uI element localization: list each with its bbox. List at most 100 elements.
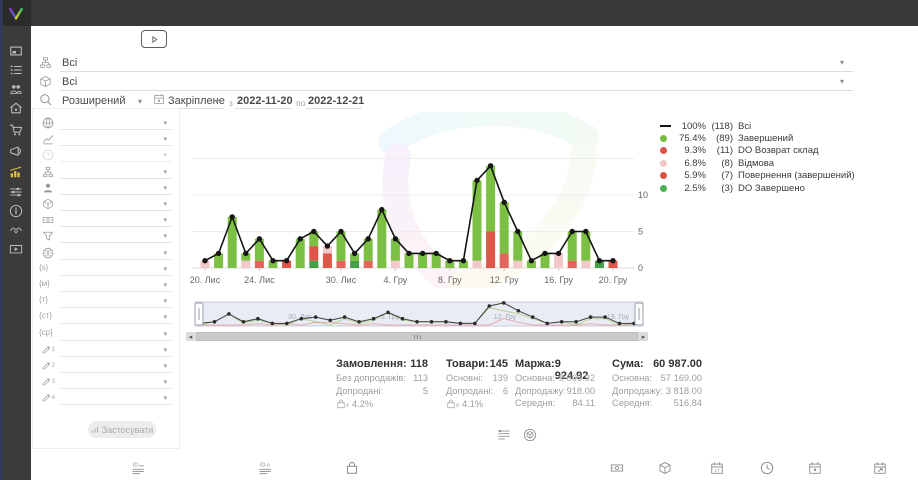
svg-text:8. Гру: 8. Гру — [438, 275, 462, 285]
sidebar-item-analytics-icon[interactable] — [0, 163, 31, 181]
ido-lines-icon[interactable]: ID-o — [259, 461, 273, 475]
legend-percent: 9.3% — [684, 145, 706, 157]
period-mode-select[interactable]: Закріплене — [168, 95, 225, 107]
stat-subvalue: 113 — [413, 373, 428, 383]
sidebar-item-orders-icon[interactable] — [0, 61, 31, 79]
filter-funnel-select[interactable]: ▾ — [33, 228, 179, 244]
products-view-toggle-icon[interactable] — [523, 428, 537, 442]
filter-m-select[interactable]: {м} ▾ — [33, 277, 179, 293]
stat-sublabel: Без допродажів: — [336, 373, 407, 383]
legend-percent: 5.9% — [684, 170, 706, 182]
sidebar-item-info-icon[interactable] — [0, 202, 31, 220]
product-filter-chevron-down-icon[interactable]: ▾ — [840, 77, 845, 86]
globe-grid-icon — [41, 246, 55, 260]
stat-subvalue: 57 169.00 — [660, 373, 702, 383]
bag-icon[interactable] — [345, 461, 359, 475]
scrollbar-thumb[interactable] — [196, 332, 638, 341]
cube-icon — [41, 197, 55, 211]
svg-text:17: 17 — [715, 468, 720, 473]
sidebar-item-clients-icon[interactable] — [0, 80, 31, 98]
scroll-right-icon[interactable]: ▸ — [641, 333, 646, 341]
sidebar-item-video-icon[interactable] — [0, 240, 31, 258]
sidebar-item-dashboard-icon[interactable] — [0, 42, 31, 60]
stat-label: Товари: — [446, 358, 489, 370]
filter-sr-select[interactable]: {ср} ▾ — [33, 326, 179, 342]
sidebar-item-company-icon[interactable] — [0, 99, 31, 117]
svg-text:20. Гру: 20. Гру — [599, 275, 628, 285]
legend-count: (118) — [711, 120, 733, 132]
filter-payment-select[interactable]: ▾ — [33, 212, 179, 228]
token-t-icon: {т} — [39, 295, 49, 305]
sidebar-item-settings-icon[interactable] — [0, 183, 31, 201]
upsell-percent: 4.1% — [462, 399, 484, 409]
filter-t-select[interactable]: {т} ▾ — [33, 293, 179, 309]
search-mode-chevron-down-icon[interactable]: ▾ — [138, 97, 143, 106]
legend-count: (3) — [721, 182, 733, 194]
orders-chart[interactable]: 0 5 10 20. Лис 24. Лис 30. Лис 4. Гру 8. Гру 12.… — [186, 112, 648, 288]
period-mode-chevron-down-icon[interactable]: ▾ — [215, 97, 220, 106]
brand-logo[interactable] — [0, 0, 31, 26]
sidebar-item-marketing-icon[interactable] — [0, 142, 31, 160]
calendar-date-icon[interactable]: 17 — [710, 461, 724, 475]
pencil-icon: 1 — [41, 343, 55, 357]
filter-underline — [61, 242, 171, 244]
search-mode-select[interactable]: Розширений — [62, 95, 126, 107]
filter-custom2-select[interactable]: 2 ▾ — [33, 358, 179, 374]
date-to-input[interactable]: 2022-12-21 — [308, 95, 365, 107]
stat-label: Сума: — [612, 358, 644, 370]
filter-product-select[interactable]: ▾ — [33, 196, 179, 212]
calendar-export-icon[interactable] — [873, 461, 887, 475]
calendar-add-icon[interactable] — [808, 461, 822, 475]
legend-item[interactable]: 2.5% (3) DO Завершено — [660, 182, 855, 194]
pencil-index: 3 — [51, 379, 55, 386]
filter-custom4-select[interactable]: 4 ▾ — [33, 390, 179, 406]
video-help-button[interactable] — [141, 30, 167, 48]
chevron-down-icon: ▾ — [163, 379, 167, 387]
chart-scrollbar[interactable]: ◂ ▸ — [186, 332, 648, 341]
chevron-down-icon: ▾ — [163, 282, 167, 289]
product-filter-value[interactable]: Всі — [62, 76, 78, 88]
svg-text:30. Лис: 30. Лис — [326, 275, 357, 285]
filter-manager-select[interactable]: ▾ — [33, 180, 179, 196]
stat-value: 60 987.00 — [653, 358, 702, 370]
legend-item[interactable]: 9.3% (11) DO Возврат склад — [660, 145, 855, 157]
department-filter-chevron-down-icon[interactable]: ▾ — [840, 58, 845, 67]
date-from-input[interactable]: 2022-11-20 — [237, 95, 293, 107]
sidebar-item-purchases-icon[interactable] — [0, 121, 31, 139]
chart-minimap[interactable]: 30. Лис 5. Гру 12. Гру 19. Гру — [186, 300, 648, 331]
filter-custom3-select[interactable]: 3 ▾ — [33, 374, 179, 390]
filter-structure-select[interactable]: ▾ — [33, 164, 179, 180]
pencil-index: 4 — [51, 395, 55, 402]
scroll-left-icon[interactable]: ◂ — [188, 333, 193, 341]
banknote-icon[interactable] — [610, 461, 624, 475]
svg-text:12. Гру: 12. Гру — [494, 314, 517, 321]
clock-icon[interactable] — [760, 461, 774, 475]
legend-label: Повернення (завершений) — [738, 170, 855, 182]
department-filter-value[interactable]: Всі — [62, 57, 78, 69]
legend-item[interactable]: 5.9% (7) Повернення (завершений) — [660, 170, 855, 182]
stat-subvalue: 9 006.92 — [558, 373, 595, 383]
filter-site-select[interactable]: ▾ — [33, 245, 179, 261]
filter-analytics-select[interactable]: ▾ — [33, 131, 179, 147]
filter-st-select[interactable]: {ст} ▾ — [33, 309, 179, 325]
department-filter-icon — [38, 55, 52, 69]
summary-list-toggle-icon[interactable] — [497, 428, 511, 442]
legend-item[interactable]: 100% (118) Всі — [660, 120, 855, 132]
filter-underline — [61, 291, 171, 292]
legend-percent: 2.5% — [684, 182, 706, 194]
legend-item[interactable]: 75.4% (89) Завершений — [660, 132, 855, 144]
id-lines-icon[interactable]: ID — [132, 461, 146, 475]
stat-subrow: Допродажу: 3 818.00 — [612, 386, 702, 399]
filter-s-select[interactable]: {s} ▾ — [33, 261, 179, 277]
sidebar-item-partners-icon[interactable] — [0, 221, 31, 239]
legend-label: Всі — [738, 120, 752, 132]
filter-custom1-select[interactable]: 1 ▾ — [33, 342, 179, 358]
apply-button[interactable]: Застосувати — [88, 421, 156, 438]
filter-country-select[interactable]: ▾ — [33, 115, 179, 131]
stat-subrow: Середня: 84.11 — [515, 398, 595, 411]
token-m-icon: {м} — [39, 279, 50, 288]
legend-item[interactable]: 6.8% (8) Відмова — [660, 157, 855, 169]
cube-icon[interactable] — [658, 461, 672, 475]
stat-subrow: Середня: 516.84 — [612, 398, 702, 411]
pencil-icon: 4 — [41, 391, 55, 405]
